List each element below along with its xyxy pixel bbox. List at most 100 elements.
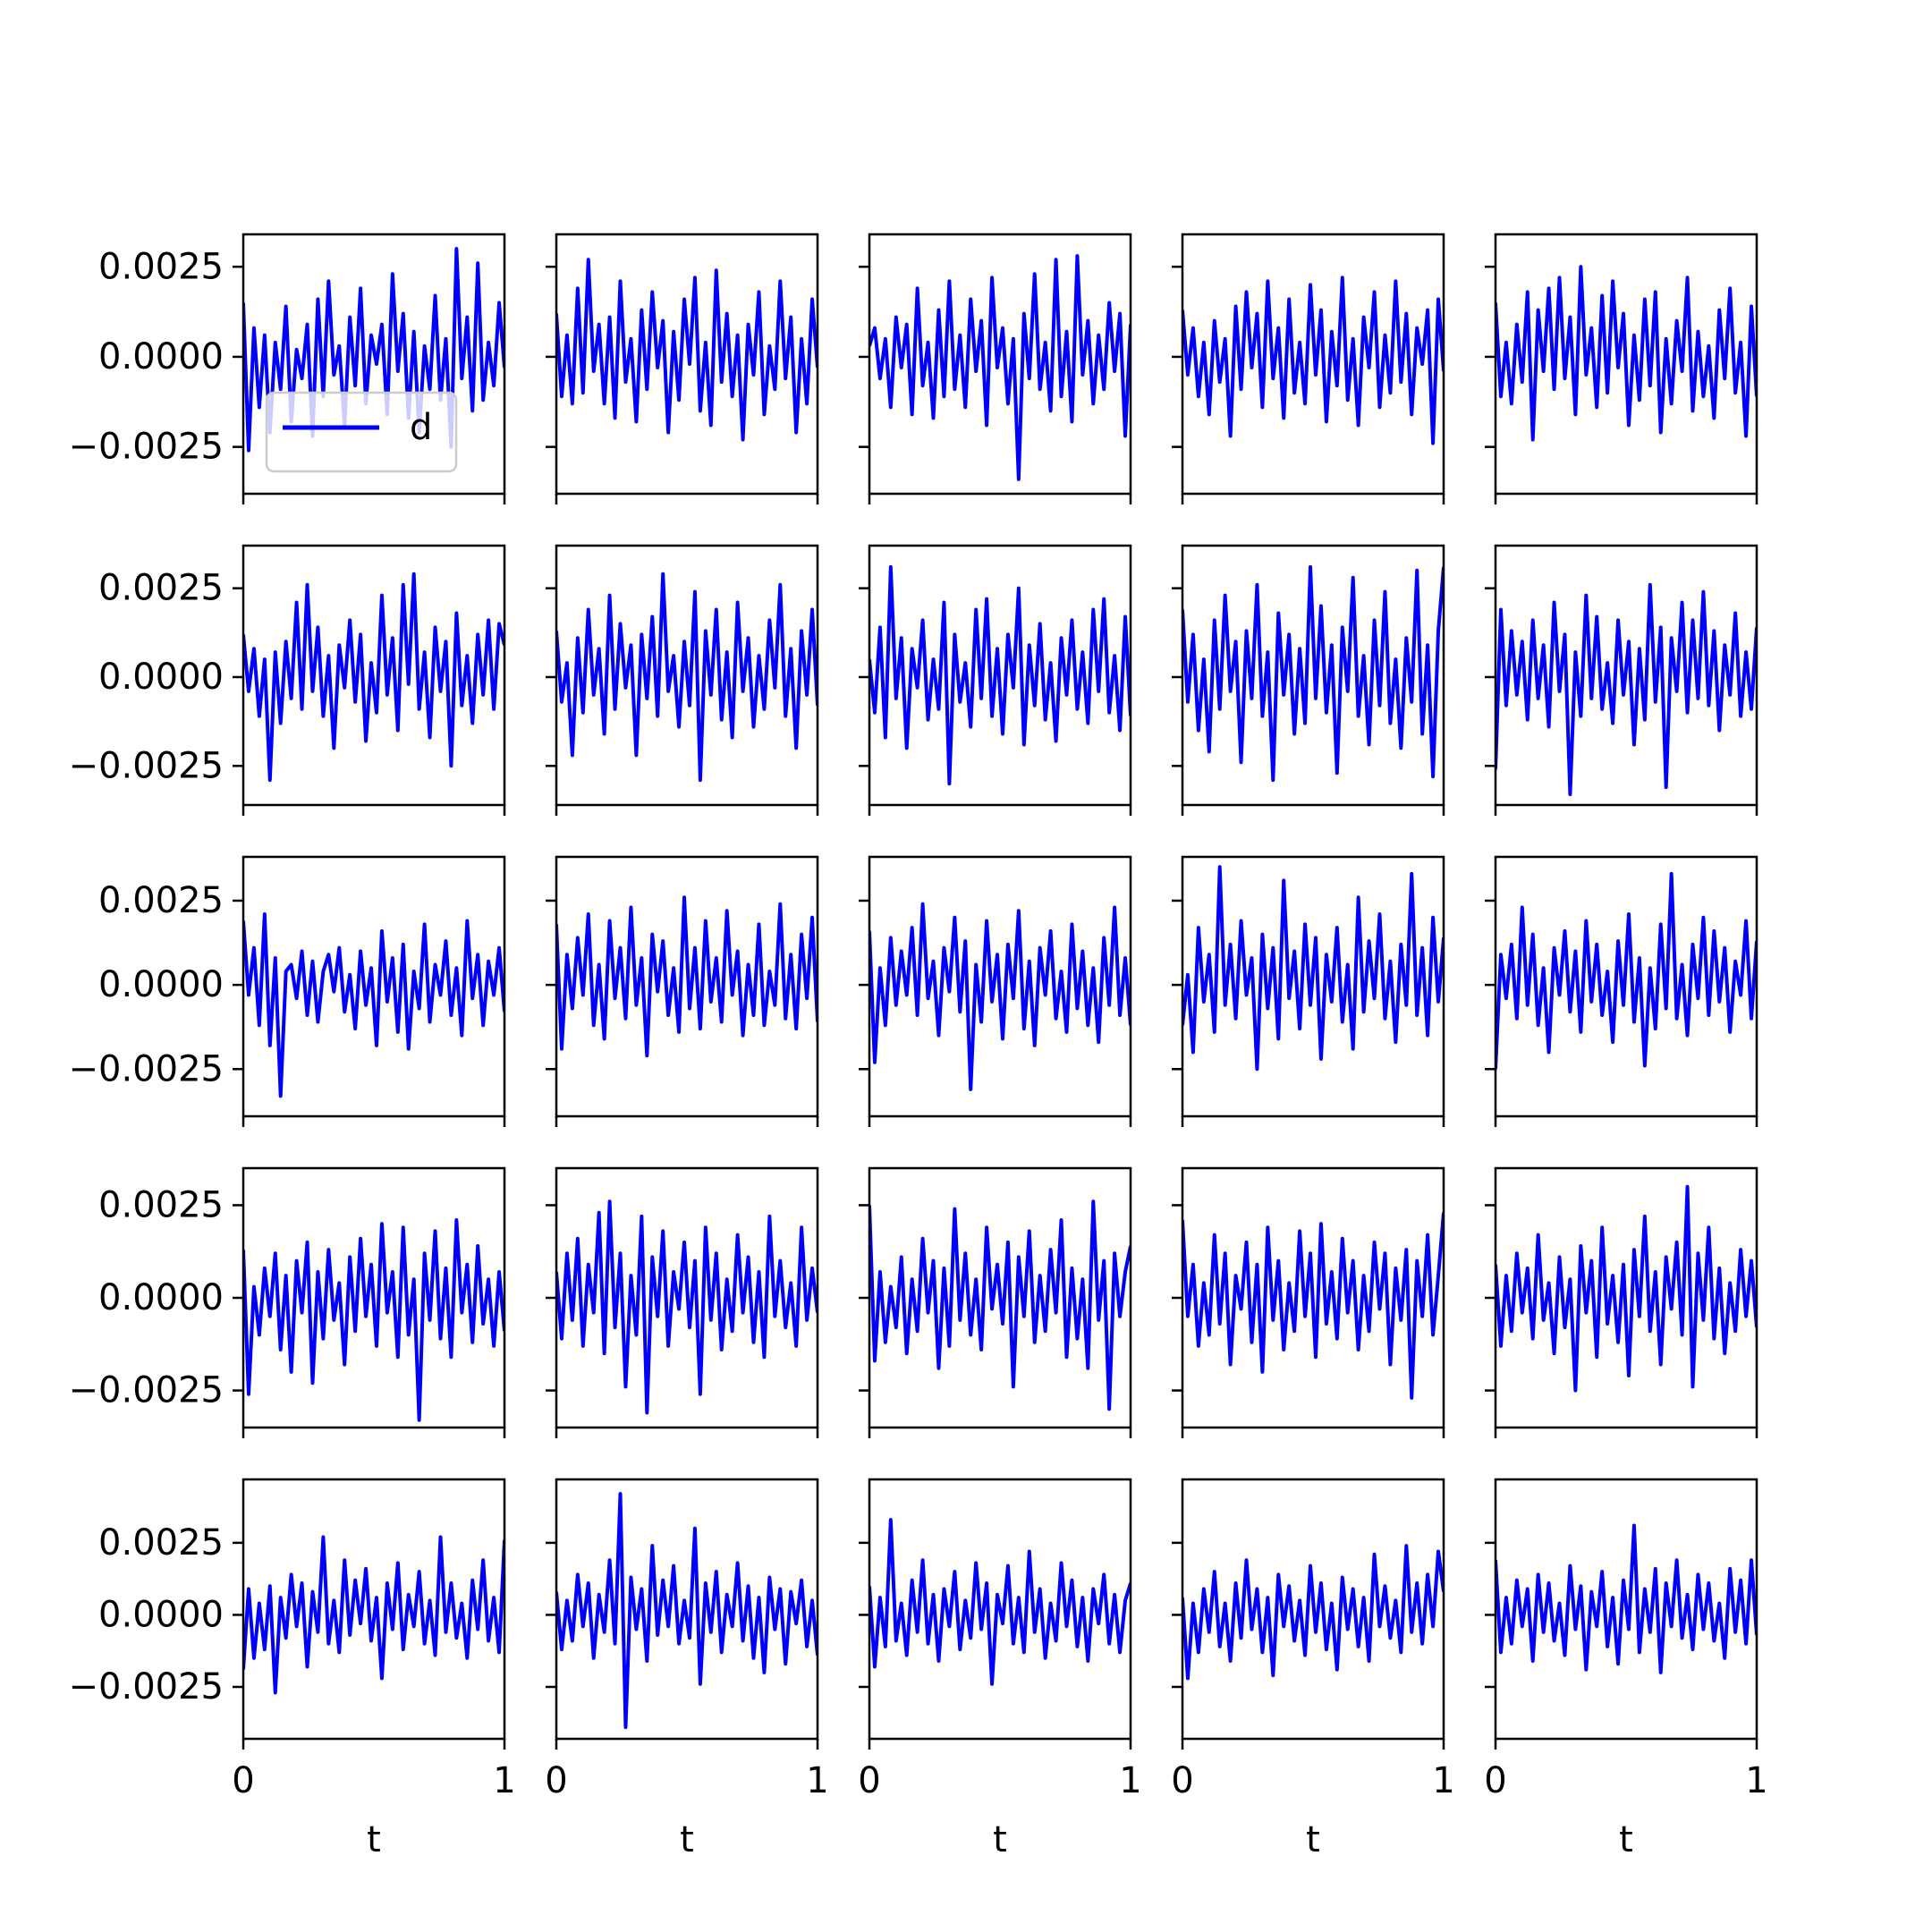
series-line-d: [1496, 1184, 1757, 1393]
x-tick-label: 1: [806, 1760, 828, 1801]
subplot-r1-c1: −0.0025 0.0000 0.0025 d: [69, 233, 506, 504]
subplot-r1-c2: [546, 233, 819, 504]
legend-label: d: [410, 407, 432, 448]
subplot-r2-c4: [1172, 544, 1445, 816]
y-tick-label: −0.0025: [69, 1666, 224, 1707]
y-tick-label: −0.0025: [69, 1370, 224, 1411]
series-line-d: [1496, 871, 1757, 1070]
subplot-r3-c3: [859, 855, 1132, 1127]
x-axis-label: t: [680, 1819, 694, 1860]
axes-frame: [1181, 1478, 1445, 1741]
x-axis-label: t: [1619, 1819, 1633, 1860]
y-tick-label: 0.0025: [98, 568, 224, 609]
series-line-d: [243, 247, 504, 453]
x-tick-label: 1: [493, 1760, 515, 1801]
x-axis-label: t: [367, 1819, 381, 1860]
axes-frame: [555, 544, 819, 807]
series-line-d: [556, 1492, 818, 1730]
legend-box: [265, 391, 458, 473]
series-line-d: [1182, 1212, 1444, 1400]
axes-frame: [555, 855, 819, 1118]
series-line-d: [556, 895, 818, 1058]
subplot-r5-c5: 0 1 t: [1484, 1478, 1768, 1860]
x-tick-label: 0: [545, 1760, 567, 1801]
x-axis-label: t: [1306, 1819, 1320, 1860]
x-tick-label: 0: [858, 1760, 880, 1801]
series-line-d: [1182, 1544, 1444, 1681]
series-line-d: [1182, 275, 1444, 445]
subplot-r5-c4: 0 1 t: [1171, 1478, 1455, 1860]
axes-frame: [1181, 233, 1445, 496]
y-tick-label: 0.0025: [98, 1522, 224, 1563]
series-line-d: [556, 1199, 818, 1415]
subplot-r2-c1: −0.0025 0.0000 0.0025: [69, 544, 506, 816]
series-line-d: [1496, 1523, 1757, 1674]
subplot-r2-c3: [859, 544, 1132, 816]
x-tick-label: 1: [1432, 1760, 1454, 1801]
subplot-grid: −0.00250.00000.0025d−0.00250.00000.0025−…: [69, 233, 1768, 1860]
axes-frame: [1181, 544, 1445, 807]
y-tick-label: 0.0000: [98, 1594, 224, 1635]
series-line-d: [869, 254, 1131, 481]
axes-frame: [1181, 855, 1445, 1118]
series-line-d: [869, 1518, 1131, 1686]
y-tick-label: 0.0000: [98, 1277, 224, 1318]
x-tick-label: 0: [1171, 1760, 1193, 1801]
y-tick-label: 0.0025: [98, 1184, 224, 1225]
x-tick-label: 0: [232, 1760, 254, 1801]
axes-frame: [555, 1478, 819, 1741]
y-tick-label: 0.0000: [98, 964, 224, 1005]
subplot-r3-c4: [1172, 855, 1445, 1127]
axes-frame: [1494, 1478, 1758, 1741]
axes-frame: [242, 855, 506, 1118]
subplot-r3-c2: [546, 855, 819, 1127]
axes-frame: [242, 544, 506, 807]
subplot-r2-c5: [1485, 544, 1758, 816]
series-line-d: [1182, 865, 1444, 1072]
axes-frame: [868, 855, 1132, 1118]
y-tick-label: 0.0000: [98, 657, 224, 698]
y-tick-label: 0.0000: [98, 336, 224, 377]
subplot-r4-c2: [546, 1166, 819, 1438]
series-line-d: [243, 1218, 504, 1422]
axes-frame: [1494, 233, 1758, 496]
axes-frame: [555, 233, 819, 496]
x-tick-label: 1: [1745, 1760, 1767, 1801]
axes-frame: [868, 1478, 1132, 1741]
series-line-d: [556, 258, 818, 442]
subplot-r4-c4: [1172, 1166, 1445, 1438]
subplot-r1-c5: [1485, 233, 1758, 504]
subplot-r3-c1: −0.0025 0.0000 0.0025: [69, 855, 506, 1127]
subplot-r4-c1: −0.0025 0.0000 0.0025: [69, 1166, 506, 1438]
subplot-r4-c3: [859, 1166, 1132, 1438]
y-tick-label: 0.0025: [98, 246, 224, 287]
subplot-r4-c5: [1485, 1166, 1758, 1438]
series-line-d: [243, 912, 504, 1098]
x-tick-label: 1: [1119, 1760, 1141, 1801]
series-line-d: [869, 1199, 1131, 1411]
subplot-r3-c5: [1485, 855, 1758, 1127]
subplot-r5-c3: 0 1 t: [858, 1478, 1142, 1860]
subplot-r5-c2: 0 1 t: [545, 1478, 829, 1860]
y-tick-label: −0.0025: [69, 745, 224, 786]
subplot-r2-c2: [546, 544, 819, 816]
axes-frame: [1494, 544, 1758, 807]
series-line-d: [869, 902, 1131, 1091]
series-line-d: [1496, 265, 1757, 442]
y-tick-label: −0.0025: [69, 1048, 224, 1089]
axes-frame: [242, 233, 506, 496]
series-line-d: [869, 564, 1131, 786]
subplot-r1-c3: [859, 233, 1132, 504]
axes-frame: [868, 544, 1132, 807]
y-tick-label: −0.0025: [69, 427, 224, 468]
series-line-d: [556, 572, 818, 783]
axes-frame: [1494, 855, 1758, 1118]
series-line-d: [1182, 564, 1444, 783]
x-tick-label: 0: [1484, 1760, 1506, 1801]
series-line-d: [1496, 582, 1757, 797]
subplot-r5-c1: −0.0025 0.0000 0.0025 0 1 t: [69, 1478, 516, 1860]
x-axis-label: t: [993, 1819, 1007, 1860]
series-line-d: [243, 572, 504, 783]
subplot-r1-c4: [1172, 233, 1445, 504]
